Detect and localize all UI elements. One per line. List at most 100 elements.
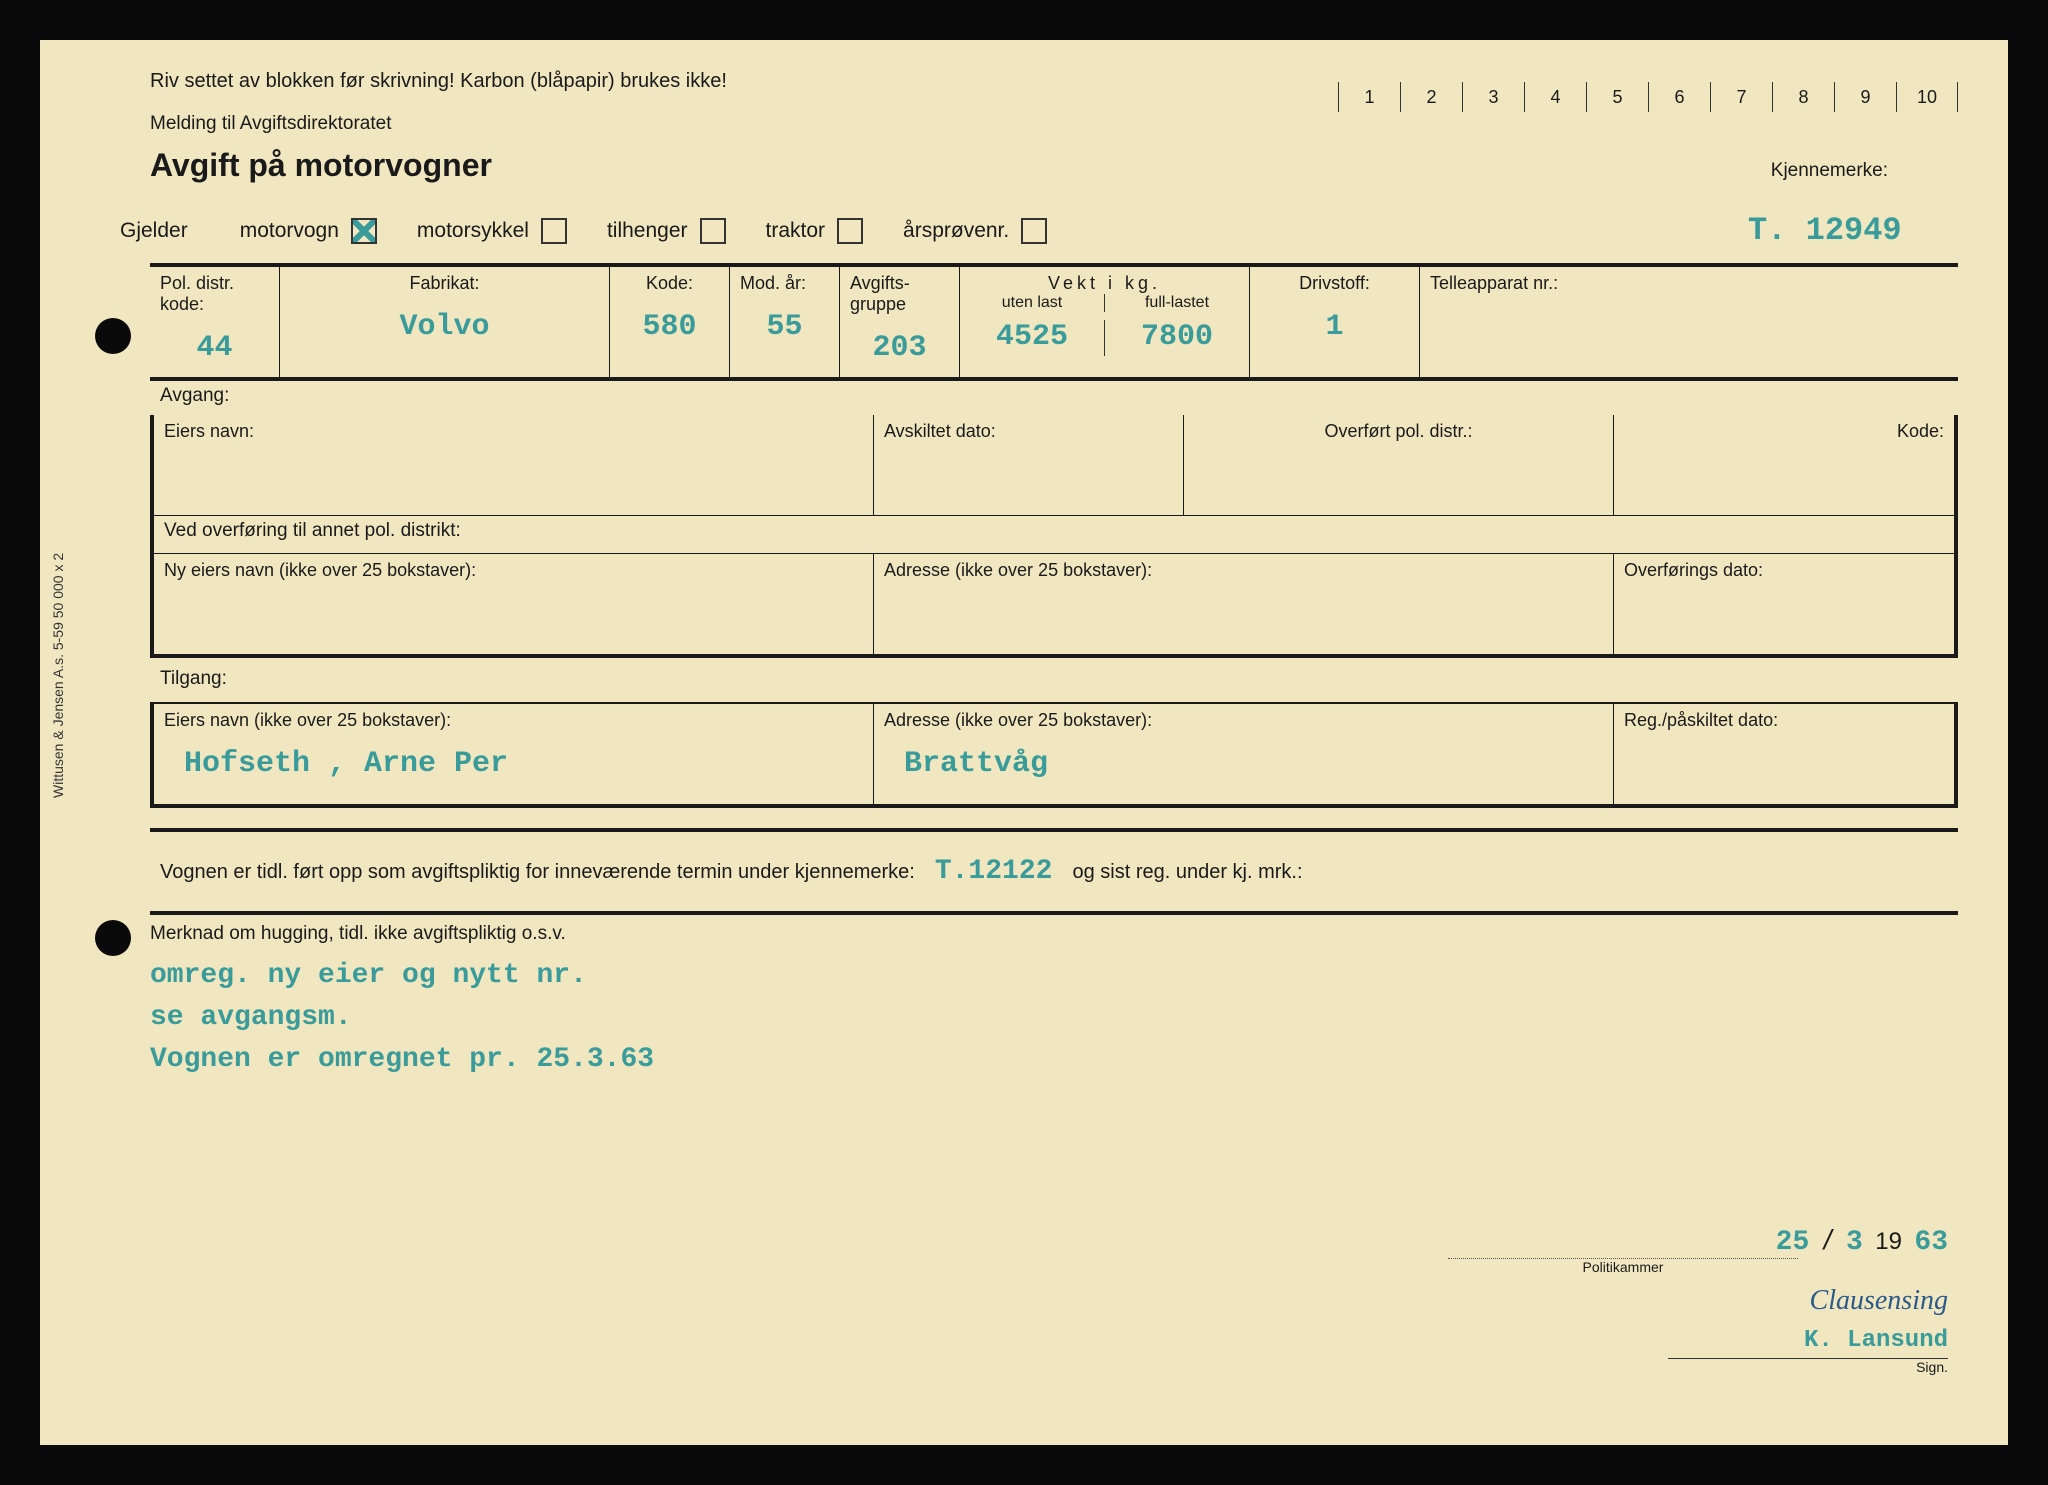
checkbox-motorvogn[interactable] <box>351 218 377 244</box>
merknad-section: Merknad om hugging, tidl. ikke avgiftspl… <box>120 923 1958 1081</box>
tidl-value: T.12122 <box>935 856 1053 887</box>
data-row-1: Pol. distr. kode: 44 Fabrikat: Volvo Kod… <box>150 263 1958 377</box>
number-box: 1 <box>1338 82 1400 112</box>
label: Adresse (ikke over 25 bokstaver): <box>884 710 1603 731</box>
val1: 4525 <box>960 320 1105 356</box>
cell-vekt: Vekt i kg. uten last full-lastet 4525 78… <box>960 267 1250 377</box>
number-box: 3 <box>1462 82 1524 112</box>
value: Hofseth , Arne Per <box>164 747 863 783</box>
vekt-values: 4525 7800 <box>960 312 1249 356</box>
value: 44 <box>160 331 269 367</box>
label: Pol. distr. kode: <box>160 273 269 315</box>
politikammer-label: Politikammer <box>1448 1258 1798 1275</box>
cell-kode: Kode: 580 <box>610 267 730 377</box>
signature: Clausensing <box>1448 1285 1948 1317</box>
date-year: 63 <box>1914 1227 1948 1258</box>
cell-drivstoff: Drivstoff: 1 <box>1250 267 1420 377</box>
number-box: 8 <box>1772 82 1834 112</box>
label: Ny eiers navn (ikke over 25 bokstaver): <box>164 560 863 581</box>
number-box: 9 <box>1834 82 1896 112</box>
value: 1 <box>1260 310 1409 346</box>
date-day: 25 <box>1776 1227 1810 1258</box>
tidl-text1: Vognen er tidl. ført opp som avgiftsplik… <box>160 861 915 884</box>
number-box: 5 <box>1586 82 1648 112</box>
punch-hole-bottom <box>95 920 131 956</box>
sign-label: Sign. <box>1448 1359 1948 1375</box>
label: Avgifts-gruppe <box>850 273 949 315</box>
label: Vekt i kg. <box>960 273 1249 294</box>
label: Overførings dato: <box>1624 560 1944 581</box>
date-sign-block: 25 / 3 19 63 Politikammer Clausensing K.… <box>1448 1224 1948 1375</box>
tidl-text2: og sist reg. under kj. mrk.: <box>1072 861 1302 884</box>
number-box: 10 <box>1896 82 1958 112</box>
tidl-row: Vognen er tidl. ført opp som avgiftsplik… <box>150 828 1958 915</box>
vt-label: motorsykkel <box>417 219 529 243</box>
gjelder-label: Gjelder <box>120 219 188 243</box>
kjennemerke-value: T. 12949 <box>1748 212 1958 249</box>
tilgang-label: Tilgang: <box>150 664 237 702</box>
vt-traktor: traktor <box>766 218 864 244</box>
vt-tilhenger: tilhenger <box>607 218 726 244</box>
sub1: uten last <box>960 294 1105 312</box>
value <box>1430 310 1948 346</box>
date-row: 25 / 3 19 63 <box>1448 1224 1948 1258</box>
vehicle-types: Gjelder motorvogn motorsykkel tilhenger … <box>120 218 1047 244</box>
number-boxes: 1 2 3 4 5 6 7 8 9 10 <box>1338 82 1958 112</box>
kjennemerke-label: Kjennemerke: <box>1771 160 1888 182</box>
cell-overforingsdato: Overførings dato: <box>1614 554 1954 654</box>
vt-motorsykkel: motorsykkel <box>417 218 567 244</box>
value: 55 <box>740 310 829 346</box>
avgang-label: Avgang: <box>150 381 239 415</box>
vt-label: årsprøvenr. <box>903 219 1009 243</box>
vt-arsprovenr: årsprøvenr. <box>903 218 1047 244</box>
date-month: 3 <box>1846 1227 1863 1258</box>
merknad-label: Merknad om hugging, tidl. ikke avgiftspl… <box>150 923 1958 945</box>
title-row: Avgift på motorvogner <box>120 147 1958 184</box>
cell-avgiftsgruppe: Avgifts-gruppe 203 <box>840 267 960 377</box>
value: Brattvåg <box>884 747 1603 783</box>
merknad-line1: omreg. ny eier og nytt nr. <box>150 955 1958 997</box>
avgang-row2: Ny eiers navn (ikke over 25 bokstaver): … <box>154 553 1954 654</box>
checkbox-tilhenger[interactable] <box>700 218 726 244</box>
cell-overfort: Overført pol. distr.: <box>1184 415 1614 515</box>
val2: 7800 <box>1105 320 1249 356</box>
main-grid: Pol. distr. kode: 44 Fabrikat: Volvo Kod… <box>150 263 1958 808</box>
label: Avskiltet dato: <box>884 421 1173 442</box>
form-title: Avgift på motorvogner <box>150 147 492 184</box>
checkbox-arsprovenr[interactable] <box>1021 218 1047 244</box>
merknad-line2: se avgangsm. <box>150 997 1958 1039</box>
cell-nyeiersnavn: Ny eiers navn (ikke over 25 bokstaver): <box>154 554 874 654</box>
cell-regdato: Reg./påskiltet dato: <box>1614 704 1954 804</box>
number-box: 4 <box>1524 82 1586 112</box>
melding-label: Melding til Avgiftsdirektoratet <box>120 113 1958 135</box>
vedoverforing-label: Ved overføring til annet pol. distrikt: <box>154 516 471 553</box>
form-document: Wittusen & Jensen A.s. 5-59 50 000 x 2 R… <box>40 40 2008 1445</box>
punch-hole-top <box>95 318 131 354</box>
tilgang-header: Tilgang: <box>150 664 1958 702</box>
cell-kode2: Kode: <box>1614 415 1954 515</box>
tilgang-row: Eiers navn (ikke over 25 bokstaver): Hof… <box>154 704 1954 804</box>
vehicle-type-row: Gjelder motorvogn motorsykkel tilhenger … <box>120 212 1958 249</box>
cell-avskiltet: Avskiltet dato: <box>874 415 1184 515</box>
checkbox-motorsykkel[interactable] <box>541 218 567 244</box>
vt-motorvogn: motorvogn <box>240 218 377 244</box>
checkbox-traktor[interactable] <box>837 218 863 244</box>
cell-eiersnavn: Eiers navn: <box>154 415 874 515</box>
sign-name: K. Lansund <box>1668 1327 1948 1359</box>
label: Eiers navn: <box>164 421 863 442</box>
label: Mod. år: <box>740 273 829 294</box>
label: Telleapparat nr.: <box>1430 273 1948 294</box>
number-box: 2 <box>1400 82 1462 112</box>
avgang-row1: Eiers navn: Avskiltet dato: Overført pol… <box>154 415 1954 515</box>
label: Overført pol. distr.: <box>1194 421 1603 442</box>
merknad-text: omreg. ny eier og nytt nr. se avgangsm. … <box>150 955 1958 1081</box>
label: Drivstoff: <box>1260 273 1409 294</box>
cell-poldistr: Pol. distr. kode: 44 <box>150 267 280 377</box>
label: Fabrikat: <box>290 273 599 294</box>
label: Kode: <box>620 273 719 294</box>
avgang-header: Avgang: <box>150 377 1958 415</box>
cell-modar: Mod. år: 55 <box>730 267 840 377</box>
date-century: 19 <box>1875 1228 1902 1255</box>
vt-label: motorvogn <box>240 219 339 243</box>
label: Adresse (ikke over 25 bokstaver): <box>884 560 1603 581</box>
